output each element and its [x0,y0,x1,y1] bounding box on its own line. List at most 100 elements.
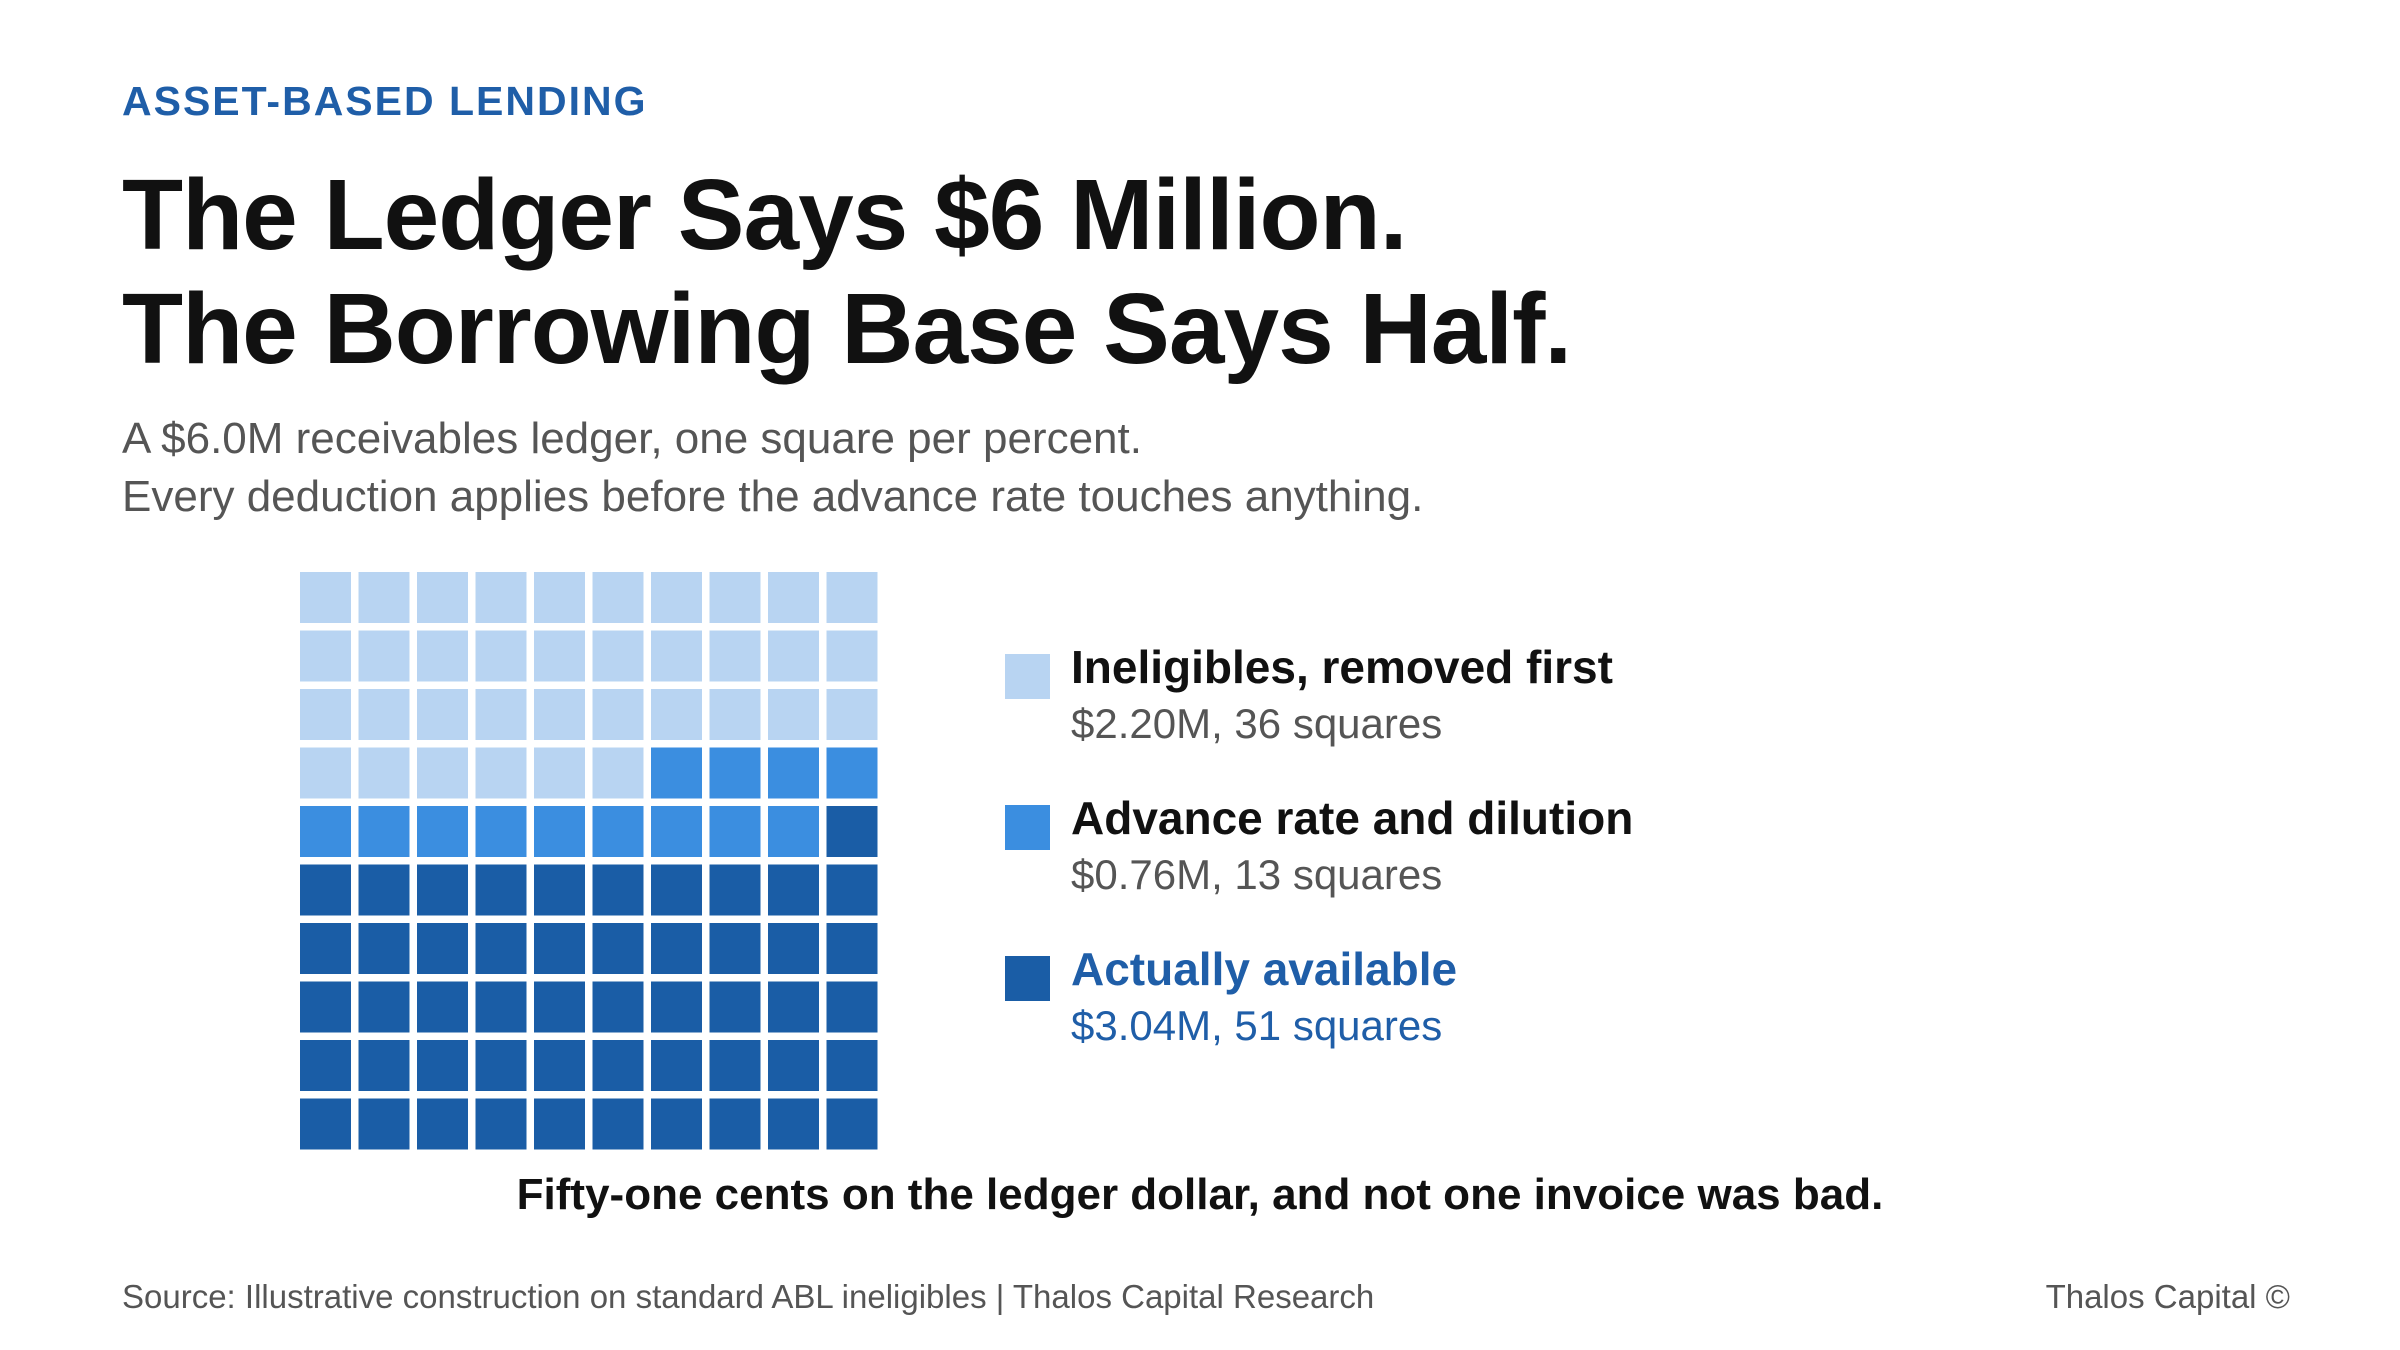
kicker-label: ASSET-BASED LENDING [122,78,648,124]
waffle-square-ineligibles [592,572,644,623]
legend-detail-advance-rate: $0.76M, 13 squares [1071,851,1443,898]
waffle-square-ineligibles [651,630,702,682]
waffle-square-available [826,923,878,974]
waffle-square-available [417,923,468,974]
waffle-square-ineligibles [768,572,819,623]
waffle-square-ineligibles [300,747,351,799]
waffle-square-ineligibles [475,572,527,623]
waffle-square-available [768,1040,819,1091]
waffle-square-ineligibles [709,572,761,623]
waffle-square-available [358,923,410,974]
waffle-square-advance-rate [709,747,761,799]
waffle-square-ineligibles [475,747,527,799]
waffle-square-available [534,1040,585,1091]
waffle-square-advance-rate [826,747,878,799]
waffle-square-advance-rate [358,806,410,857]
subtitle: A $6.0M receivables ledger, one square p… [122,410,1423,526]
waffle-square-ineligibles [534,630,585,682]
waffle-square-ineligibles [358,630,410,682]
waffle-square-available [768,981,819,1033]
waffle-square-available [651,1098,702,1150]
waffle-square-available [651,1040,702,1091]
waffle-square-ineligibles [417,747,468,799]
waffle-square-ineligibles [768,630,819,682]
waffle-square-available [300,923,351,974]
waffle-square-advance-rate [534,806,585,857]
takeaway-caption: Fifty-one cents on the ledger dollar, an… [516,1170,1884,1219]
waffle-square-available [358,864,410,916]
waffle-square-available [534,981,585,1033]
waffle-square-available [417,1040,468,1091]
waffle-square-available [300,1098,351,1150]
waffle-square-advance-rate [768,747,819,799]
legend-name-advance-rate: Advance rate and dilution [1071,792,1634,844]
waffle-square-available [300,864,351,916]
waffle-square-available [534,923,585,974]
waffle-square-available [475,1040,527,1091]
waffle-square-ineligibles [300,572,351,623]
waffle-square-available [475,1098,527,1150]
waffle-square-available [417,981,468,1033]
headline-line-2: The Borrowing Base Says Half. [122,273,1572,385]
legend-detail-available: $3.04M, 51 squares [1071,1002,1443,1049]
waffle-square-ineligibles [826,689,878,740]
waffle-square-ineligibles [534,689,585,740]
waffle-square-advance-rate [709,806,761,857]
waffle-square-available [826,806,878,857]
waffle-square-advance-rate [651,806,702,857]
waffle-square-available [768,864,819,916]
brand-credit: Thalos Capital © [2045,1278,2290,1315]
waffle-square-available [651,864,702,916]
waffle-square-available [826,981,878,1033]
waffle-square-available [534,1098,585,1150]
legend-name-available: Actually available [1071,943,1458,995]
waffle-square-ineligibles [534,572,585,623]
headline-line-1: The Ledger Says $6 Million. [122,159,1407,271]
waffle-square-advance-rate [768,806,819,857]
waffle-square-advance-rate [592,806,644,857]
headline: The Ledger Says $6 Million. The Borrowin… [122,158,1572,386]
waffle-square-available [417,864,468,916]
waffle-square-ineligibles [300,630,351,682]
waffle-square-available [768,1098,819,1150]
waffle-square-ineligibles [475,630,527,682]
waffle-square-available [709,923,761,974]
legend-swatch-ineligibles [1005,654,1050,699]
waffle-square-available [709,1040,761,1091]
waffle-square-ineligibles [417,689,468,740]
waffle-square-available [592,1040,644,1091]
waffle-square-ineligibles [358,689,410,740]
waffle-square-available [475,981,527,1033]
waffle-square-available [358,1040,410,1091]
waffle-square-advance-rate [300,806,351,857]
waffle-chart [300,572,878,1150]
waffle-square-available [709,864,761,916]
waffle-square-available [709,981,761,1033]
legend-name-ineligibles: Ineligibles, removed first [1071,641,1613,693]
legend-swatch-advance-rate [1005,805,1050,850]
waffle-square-available [358,981,410,1033]
waffle-square-advance-rate [651,747,702,799]
waffle-square-ineligibles [358,747,410,799]
waffle-square-ineligibles [592,689,644,740]
waffle-square-ineligibles [826,630,878,682]
waffle-square-ineligibles [300,689,351,740]
waffle-square-ineligibles [592,747,644,799]
waffle-square-ineligibles [709,689,761,740]
waffle-square-available [651,923,702,974]
waffle-square-available [826,1040,878,1091]
subtitle-line-2: Every deduction applies before the advan… [122,472,1424,521]
waffle-square-available [300,1040,351,1091]
legend-swatch-available [1005,956,1050,1001]
waffle-square-available [358,1098,410,1150]
legend-detail-ineligibles: $2.20M, 36 squares [1071,700,1443,747]
waffle-square-ineligibles [417,572,468,623]
source-note: Source: Illustrative construction on sta… [122,1278,1375,1315]
waffle-square-ineligibles [768,689,819,740]
waffle-square-ineligibles [358,572,410,623]
waffle-square-available [826,1098,878,1150]
waffle-square-available [592,923,644,974]
waffle-square-available [651,981,702,1033]
waffle-square-available [592,981,644,1033]
waffle-square-ineligibles [417,630,468,682]
